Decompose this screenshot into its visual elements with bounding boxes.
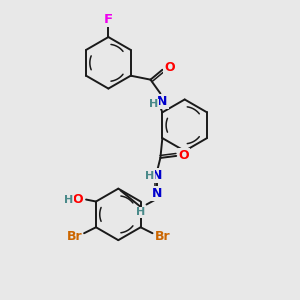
Text: H: H	[64, 194, 73, 205]
Text: O: O	[73, 193, 83, 206]
Text: N: N	[157, 95, 168, 108]
Text: Br: Br	[66, 230, 82, 243]
Text: H: H	[149, 99, 158, 110]
Text: F: F	[104, 13, 113, 26]
Text: Br: Br	[154, 230, 170, 243]
Text: H: H	[136, 207, 145, 218]
Text: H: H	[145, 171, 154, 181]
Text: O: O	[164, 61, 175, 74]
Text: O: O	[179, 149, 190, 162]
Text: N: N	[152, 169, 163, 182]
Text: N: N	[152, 187, 163, 200]
